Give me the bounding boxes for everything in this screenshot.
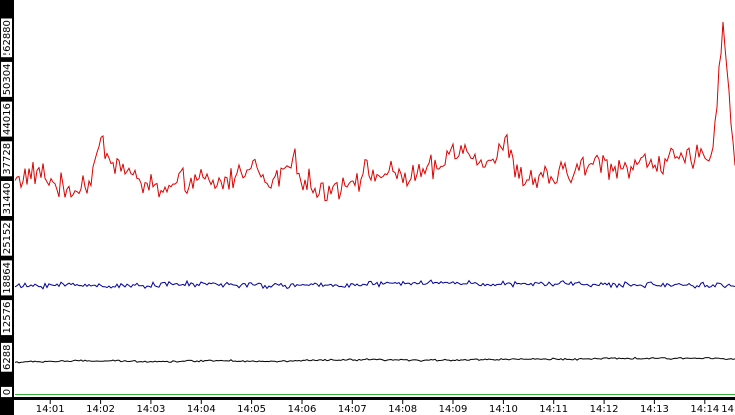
- y-tick-label-bg: [1, 386, 12, 398]
- y-tick-label: 0: [2, 389, 13, 395]
- y-tick-label-bg: [1, 181, 12, 216]
- y-tick-label: 25152: [2, 222, 13, 254]
- y-tick-label: 31440: [2, 183, 13, 215]
- series-line: [14, 21, 735, 202]
- x-tick-label: 14:13: [640, 404, 669, 415]
- x-tick-label: 14:12: [590, 404, 619, 415]
- x-tick-label: 14:03: [136, 404, 165, 415]
- series-line: [14, 356, 735, 364]
- series-layer: [14, 21, 735, 395]
- y-tick-label: 12576: [2, 302, 13, 334]
- y-tick-label: 6288: [2, 345, 13, 370]
- y-tick-label-bg: [1, 342, 12, 372]
- x-axis-bar: [0, 397, 735, 400]
- x-tick-label: 14: [721, 404, 734, 415]
- y-tick-label-bg: [1, 61, 12, 97]
- y-tick-label: 44016: [2, 103, 13, 135]
- y-tick-label: 37728: [2, 143, 13, 175]
- x-tick-label: 14:06: [288, 404, 317, 415]
- y-tick-label: 18864: [2, 262, 13, 294]
- y-tick-label-bg: [1, 300, 12, 336]
- x-tick-label: 14:07: [338, 404, 367, 415]
- x-tick-label: 14:08: [388, 404, 417, 415]
- y-tick-label: 50304: [2, 63, 13, 95]
- x-tick-label: 14:01: [36, 404, 65, 415]
- y-tick-label-bg: [1, 260, 12, 296]
- y-tick-label-bg: [1, 18, 12, 54]
- x-tick-label: 14:14: [690, 404, 719, 415]
- y-tick-labels: 0 6288 12576 18864 25152 31440 37728 44016 50304…: [1, 18, 13, 398]
- x-tick-label: 14:11: [539, 404, 568, 415]
- x-tick-label: 14:04: [187, 404, 216, 415]
- x-tick-labels: 14:01 14:02 14:03 14:04 14:05 14:06 14:07 14:08…: [36, 397, 734, 415]
- y-tick-label-bg: [1, 220, 12, 256]
- y-tick-label: 62880: [2, 20, 13, 52]
- x-tick-label: 14:02: [86, 404, 115, 415]
- x-tick-label: 14:10: [489, 404, 518, 415]
- y-tick-label-bg: [1, 101, 12, 137]
- series-line: [14, 279, 735, 290]
- y-tick-label-bg: [1, 141, 12, 177]
- x-tick-label: 14:09: [439, 404, 468, 415]
- x-tick-label: 14:05: [237, 404, 266, 415]
